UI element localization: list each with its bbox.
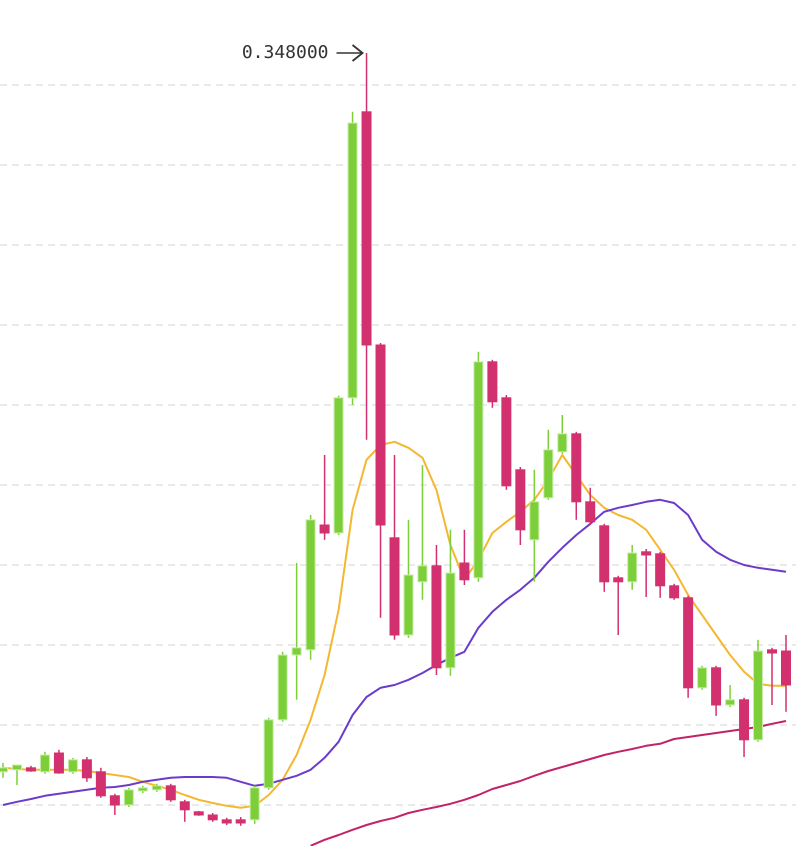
- candle-body: [445, 572, 456, 669]
- candle-body: [767, 649, 778, 654]
- candle-body: [109, 795, 120, 806]
- candle-body: [165, 785, 176, 801]
- candle-body: [515, 469, 526, 531]
- candle-body: [333, 397, 344, 534]
- candle-body: [235, 819, 246, 824]
- candle-body: [291, 647, 302, 656]
- candle-body: [459, 562, 470, 581]
- candle-body: [347, 122, 358, 399]
- candle-body: [361, 111, 372, 346]
- candle-body: [249, 787, 260, 821]
- annotation-label: 0.348000: [242, 42, 329, 63]
- moving-average-line: [310, 720, 787, 846]
- candle-body: [67, 759, 78, 773]
- candle-body: [207, 814, 218, 821]
- candle-body: [403, 574, 414, 636]
- candle-body: [263, 719, 274, 789]
- candle-body: [781, 650, 791, 686]
- candle-body: [179, 801, 190, 811]
- candle-body: [305, 519, 316, 651]
- candle-body: [501, 397, 512, 487]
- candle-body: [221, 819, 232, 824]
- candle-body: [487, 361, 498, 403]
- candle-body: [627, 552, 638, 583]
- candle-body: [683, 597, 694, 689]
- candle-body: [389, 537, 400, 636]
- candle-body: [151, 785, 162, 791]
- candle-body: [599, 525, 610, 583]
- candle-body: [711, 667, 722, 706]
- candle-body: [95, 771, 106, 797]
- candle-body: [669, 585, 680, 599]
- candle-body: [319, 524, 330, 534]
- candle-body: [417, 565, 428, 583]
- candle-body: [571, 433, 582, 503]
- candle-body: [655, 553, 666, 587]
- moving-average-line: [2, 440, 786, 809]
- candle-body: [641, 551, 652, 556]
- candle-body: [739, 699, 750, 741]
- candle-body: [193, 811, 204, 816]
- candle-body: [613, 577, 624, 583]
- candle-body: [753, 650, 764, 741]
- candle-body: [11, 764, 22, 771]
- candle-body: [277, 654, 288, 721]
- candle-body: [375, 344, 386, 526]
- candle-body: [81, 759, 92, 779]
- candle-body: [0, 767, 8, 773]
- candle-body: [725, 699, 736, 706]
- moving-average-line: [2, 498, 787, 806]
- candle-body: [137, 787, 148, 792]
- candle-body: [39, 754, 50, 773]
- candle-body: [529, 501, 540, 541]
- candle-body: [53, 752, 64, 774]
- candle-body: [123, 789, 134, 806]
- candle-body: [557, 433, 568, 453]
- candle-body: [25, 767, 36, 772]
- candle-body: [473, 361, 484, 579]
- candle-body: [585, 501, 596, 523]
- annotation-arrowhead: [351, 44, 364, 62]
- candle-body: [543, 449, 554, 499]
- candle-body: [697, 667, 708, 689]
- candle-body: [431, 565, 442, 669]
